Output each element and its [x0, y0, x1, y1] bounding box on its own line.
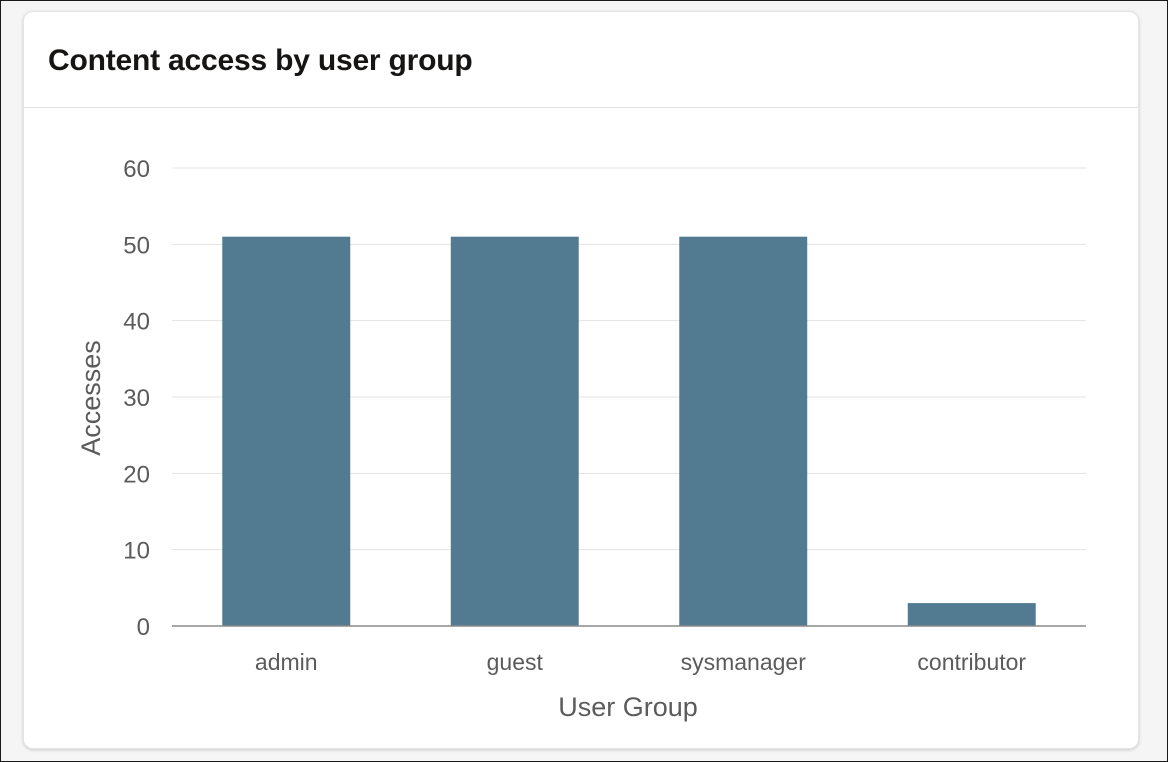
y-axis-title: Accesses — [76, 340, 106, 456]
x-tick-label: guest — [487, 649, 544, 675]
x-axis-title: User Group — [558, 692, 698, 722]
bar-sysmanager — [679, 236, 808, 626]
bar-guest — [450, 236, 579, 626]
labels: 0 10 20 30 40 50 60 admin guest sysmanager contrib… — [123, 156, 1026, 675]
y-tick-label: 0 — [137, 614, 150, 641]
bar-contributor — [907, 603, 1036, 626]
card-title: Content access by user group — [48, 44, 473, 77]
y-tick-label: 40 — [123, 309, 150, 336]
y-tick-label: 10 — [123, 538, 150, 565]
x-tick-label: contributor — [917, 649, 1026, 675]
y-tick-label: 30 — [123, 385, 150, 412]
y-tick-label: 20 — [123, 461, 150, 488]
x-tick-label: sysmanager — [681, 649, 807, 675]
card-header: Content access by user group — [24, 12, 1138, 108]
y-tick-label: 60 — [123, 156, 150, 183]
y-tick-label: 50 — [123, 232, 150, 259]
bar-admin — [222, 236, 351, 626]
bars — [222, 236, 1036, 626]
x-tick-label: admin — [255, 649, 318, 675]
